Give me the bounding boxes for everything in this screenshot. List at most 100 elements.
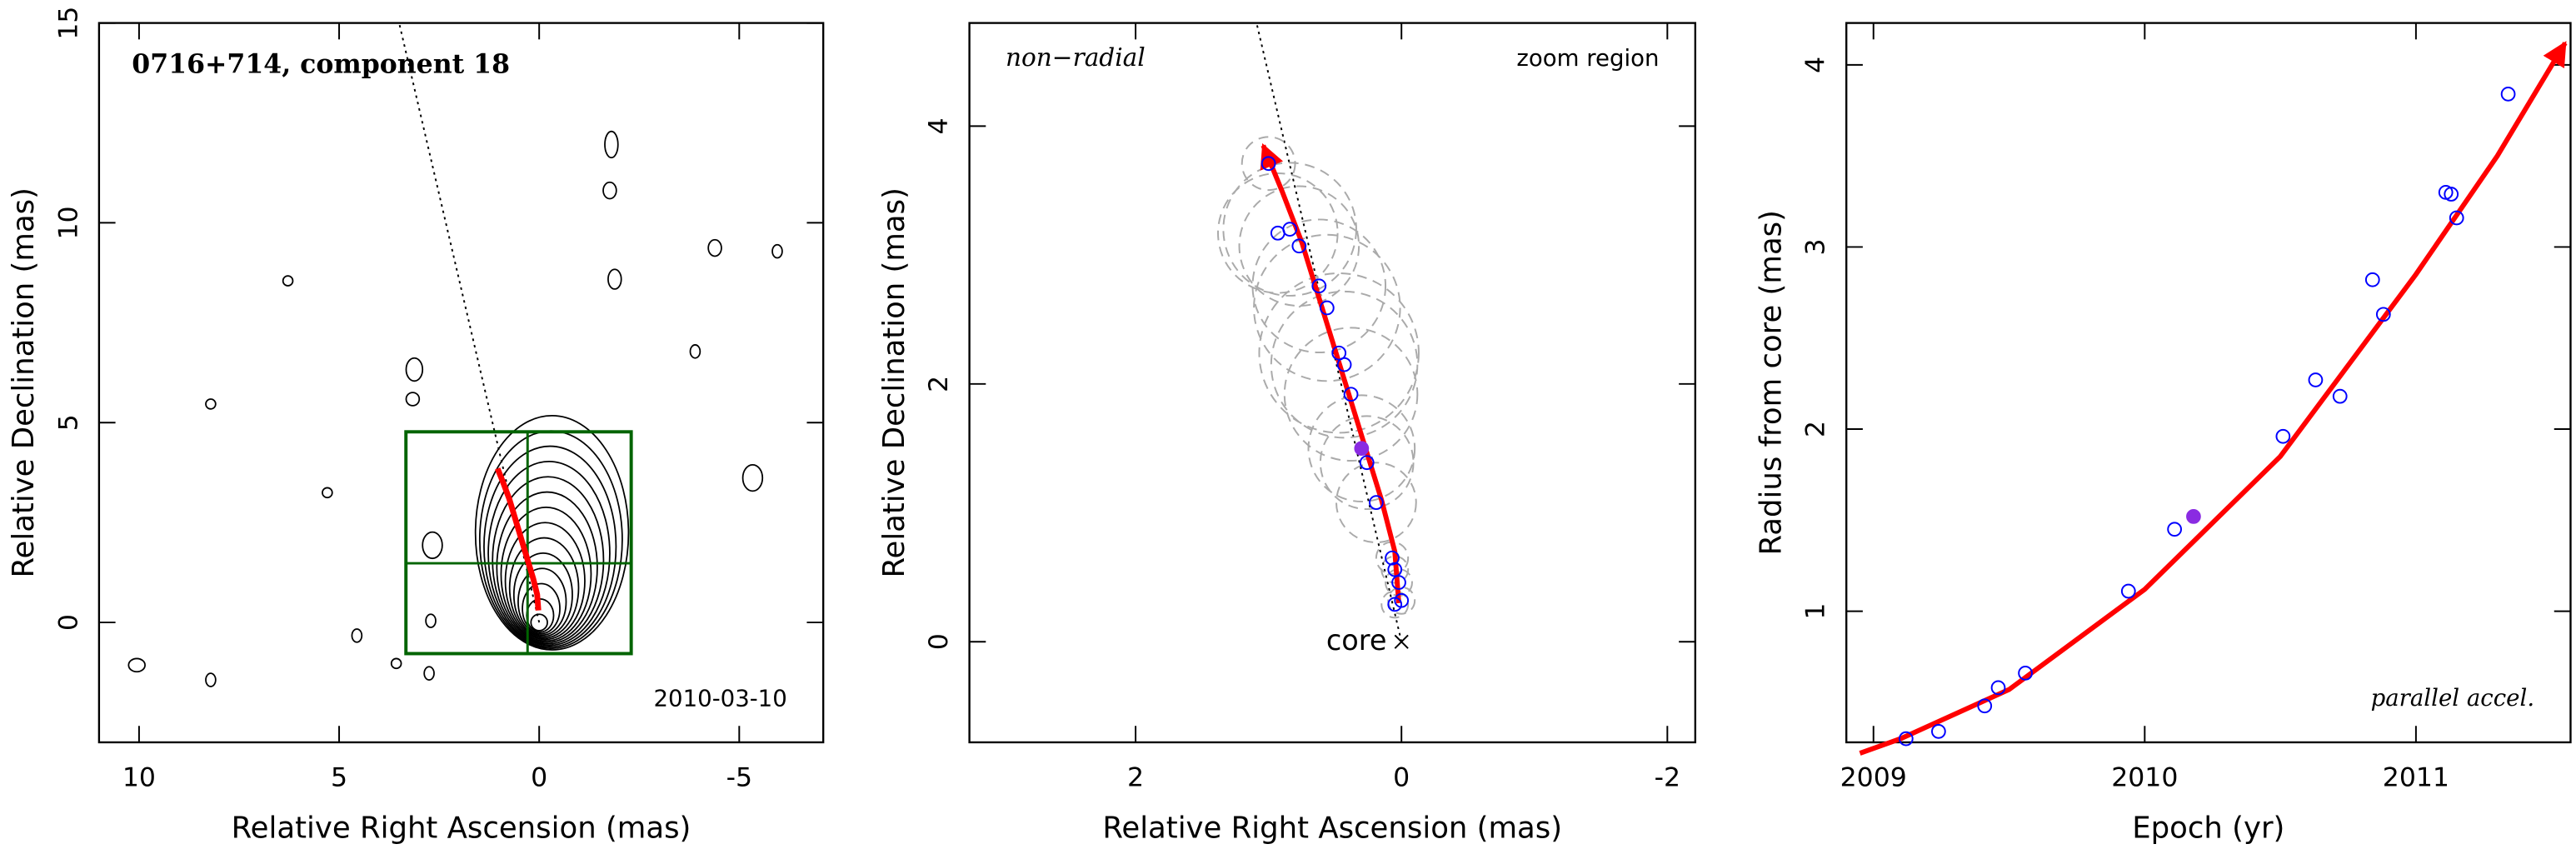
- contour: [405, 357, 424, 382]
- y-tick-label: 10: [53, 206, 83, 239]
- y-tick-label: 0: [924, 633, 954, 650]
- y-axis-label: Relative Declination (mas): [7, 187, 41, 578]
- contour: [282, 275, 294, 287]
- data-point: [1354, 441, 1370, 457]
- error-circle: [1270, 290, 1419, 439]
- data-point: [2332, 388, 2348, 404]
- contour: [707, 238, 722, 257]
- data-point: [1359, 455, 1375, 471]
- contour: [422, 531, 443, 560]
- y-tick-label: 4: [1801, 57, 1831, 73]
- x-tick-label: 2010: [2111, 762, 2178, 792]
- data-point: [1282, 222, 1298, 237]
- x-tick-label: 5: [331, 762, 347, 792]
- plot-frame: [1845, 22, 2572, 744]
- error-circle: [1387, 586, 1416, 615]
- error-circle: [1217, 172, 1339, 294]
- y-tick-label: 2: [1801, 421, 1831, 437]
- contour: [127, 657, 146, 673]
- contour: [483, 445, 617, 648]
- data-point: [2120, 583, 2136, 599]
- y-tick-label: 1: [1801, 603, 1831, 620]
- data-point: [1385, 550, 1400, 566]
- error-circle: [1319, 415, 1415, 511]
- data-point: [1387, 562, 1403, 577]
- contour: [504, 522, 586, 641]
- y-tick-label: 4: [924, 117, 954, 134]
- contour: [423, 666, 435, 681]
- contour: [602, 181, 617, 200]
- error-circle: [1253, 233, 1401, 382]
- contour: [351, 628, 363, 643]
- contour: [322, 487, 333, 499]
- error-circle: [1380, 590, 1410, 619]
- data-point: [2500, 86, 2516, 102]
- contour: [530, 613, 548, 632]
- radial-line: [398, 22, 541, 623]
- annotation: non−radial: [1006, 43, 1146, 72]
- contour: [771, 243, 783, 259]
- contour: [500, 507, 592, 642]
- core-marker: [1394, 634, 1409, 649]
- contour: [512, 552, 573, 637]
- y-tick-label: 15: [53, 7, 83, 40]
- x-axis-label: Relative Right Ascension (mas): [1102, 811, 1562, 845]
- plot-frame: [968, 22, 1697, 744]
- contour: [474, 415, 630, 651]
- x-axis-label: Epoch (yr): [2132, 811, 2284, 845]
- x-tick-label: 0: [1393, 762, 1410, 792]
- data-point: [1977, 698, 1993, 714]
- data-point: [1311, 278, 1327, 294]
- x-tick-label: -2: [1655, 762, 1680, 792]
- contour: [496, 491, 598, 644]
- contour: [689, 344, 701, 359]
- y-tick-label: 0: [53, 614, 83, 631]
- data-point: [2167, 522, 2183, 537]
- data-point: [1261, 156, 1276, 172]
- data-point: [1343, 387, 1359, 402]
- contour: [522, 582, 561, 635]
- contour: [741, 463, 764, 492]
- fit-curve: [495, 467, 542, 611]
- x-tick-label: -5: [726, 762, 752, 792]
- data-point: [2018, 666, 2033, 681]
- panel: 2009 2010 2011 1 2 3 4 Epoch (yr) Radius from co…: [1754, 22, 2572, 845]
- x-tick-label: 2009: [1840, 762, 1907, 792]
- contour: [205, 672, 217, 687]
- y-axis-label: Radius from core (mas): [1754, 210, 1788, 556]
- error-circle: [1307, 394, 1416, 503]
- error-circle: [1335, 462, 1417, 544]
- contour: [205, 398, 217, 410]
- error-circle: [1222, 162, 1357, 297]
- y-tick-label: 5: [53, 414, 83, 431]
- panel: 2 0 -2 0 2 4 Relative Right Ascension (mas) Rel…: [877, 22, 1697, 845]
- core-label: core: [1326, 624, 1387, 657]
- annotation: 2010-03-10: [654, 685, 787, 712]
- fit-curve: [1859, 41, 2568, 756]
- y-tick-label: 2: [924, 376, 954, 392]
- data-point: [1391, 575, 1406, 590]
- x-tick-label: 0: [531, 762, 547, 792]
- plot-frame: [97, 22, 825, 744]
- annotation: parallel accel.: [2371, 684, 2535, 712]
- contour: [478, 430, 623, 650]
- data-point: [1990, 680, 2006, 696]
- data-point: [1291, 238, 1307, 254]
- contour: [517, 567, 567, 637]
- contour: [405, 392, 421, 407]
- zoom-box: [404, 430, 633, 656]
- contour: [487, 461, 611, 647]
- error-circle: [1258, 272, 1420, 434]
- x-tick-label: 2: [1127, 762, 1144, 792]
- error-circle: [1283, 327, 1419, 462]
- contour: [607, 268, 622, 290]
- annotation: zoom region: [1516, 44, 1659, 72]
- contour: [492, 476, 605, 645]
- data-point: [2375, 307, 2391, 322]
- data-point: [2364, 272, 2380, 287]
- contour: [604, 130, 619, 159]
- x-axis-label: Relative Right Ascension (mas): [232, 811, 691, 845]
- data-point: [1369, 495, 1384, 511]
